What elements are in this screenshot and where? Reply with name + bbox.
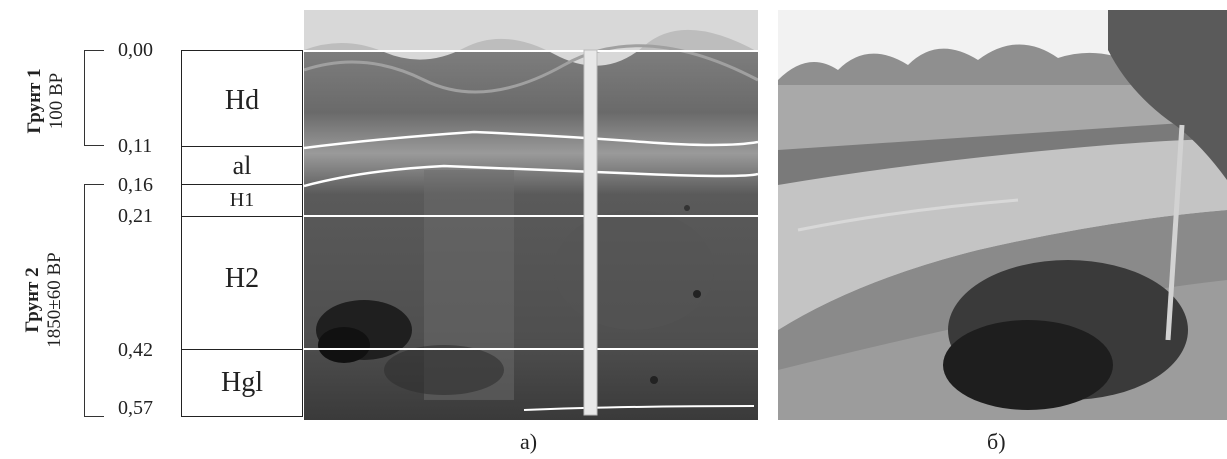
- caption-b: б): [987, 429, 1006, 454]
- ground-1-age: 100 BP: [46, 72, 67, 130]
- ground-2-age: 1850±60 BP: [44, 252, 65, 348]
- depth-label-5: 0,57: [118, 397, 153, 419]
- ground-1-label: Грунт 1 100 BP: [24, 36, 70, 166]
- ground-2-name: Грунт 2: [22, 267, 43, 333]
- ground-1-name: Грунт 1: [24, 68, 45, 134]
- soil-column: Hd al H1 H2 Hgl: [181, 50, 303, 417]
- boundary-0-42: [182, 349, 302, 350]
- depth-label-4: 0,42: [118, 339, 153, 361]
- horizon-h2: H2: [224, 263, 260, 294]
- boundary-0-16: [182, 184, 302, 185]
- landscape-photo: [778, 10, 1227, 420]
- depth-label-0: 0,00: [118, 39, 153, 61]
- ground-2-label: Грунт 2 1850±60 BP: [22, 205, 68, 395]
- caption-a: а): [520, 429, 538, 454]
- boundary-0-21: [182, 216, 302, 217]
- soil-profile-photo: [304, 10, 758, 420]
- horizon-al: al: [232, 151, 252, 180]
- depth-label-1: 0,11: [118, 135, 153, 157]
- boundary-0-11: [182, 146, 302, 147]
- horizon-h1: H1: [229, 189, 255, 211]
- horizon-hd: Hd: [224, 85, 260, 116]
- depth-label-3: 0,21: [118, 205, 153, 227]
- horizon-hgl: Hgl: [221, 367, 263, 398]
- ground-2-bracket: [84, 184, 104, 417]
- depth-label-2: 0,16: [118, 174, 153, 196]
- ground-1-bracket: [84, 50, 104, 146]
